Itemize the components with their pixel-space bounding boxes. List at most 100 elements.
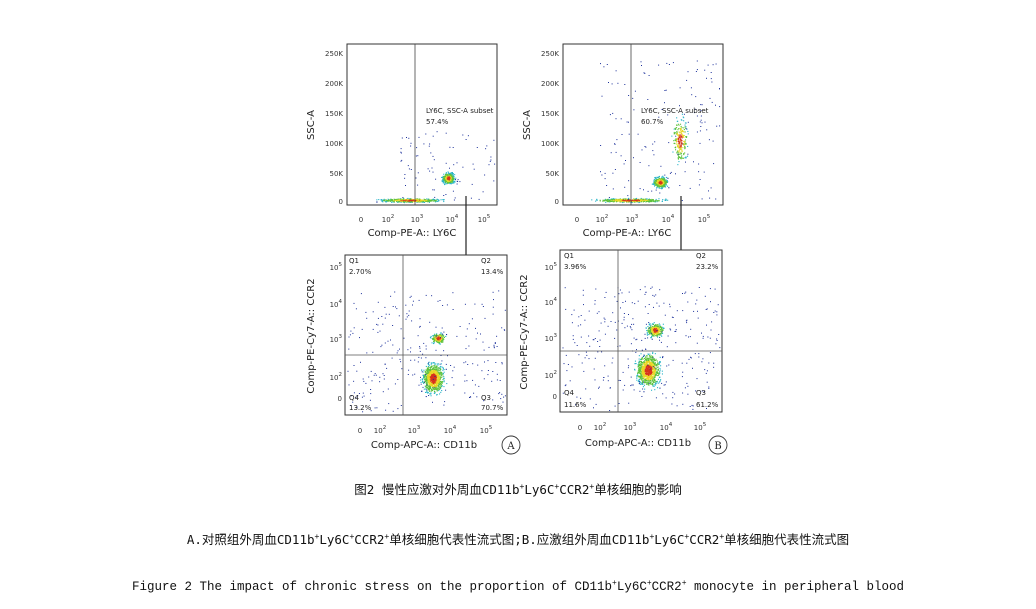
scatter-dot — [432, 339, 434, 341]
scatter-dot — [406, 313, 408, 315]
scatter-dot — [654, 325, 656, 327]
scatter-dot — [441, 360, 443, 362]
scatter-dot — [662, 332, 664, 334]
scatter-dot — [619, 200, 621, 202]
scatter-dot — [427, 372, 429, 374]
scatter-dot — [652, 359, 654, 361]
scatter-dot — [650, 380, 652, 382]
scatter-dot — [437, 334, 439, 336]
scatter-dot — [613, 199, 615, 201]
scatter-dot — [648, 333, 650, 335]
scatter-dot — [427, 378, 429, 380]
scatter-dot — [600, 171, 601, 173]
scatter-dot — [441, 366, 443, 368]
scatter-dot — [401, 368, 403, 370]
scatter-dot — [430, 362, 432, 364]
scatter-dot — [408, 199, 410, 201]
scatter-dot — [419, 346, 421, 348]
scatter-dot — [418, 356, 420, 358]
scatter-dot — [353, 365, 355, 366]
scatter-dot — [659, 369, 661, 371]
scatter-dot — [640, 370, 642, 372]
scatter-dot — [643, 376, 645, 378]
scatter-dot — [643, 361, 645, 363]
scatter-dot — [659, 185, 661, 187]
scatter-dot — [645, 383, 647, 385]
scatter-dot — [640, 61, 642, 63]
scatter-dot — [426, 387, 428, 389]
scatter-dot — [429, 372, 431, 374]
scatter-dot — [493, 344, 495, 346]
scatter-dot — [453, 384, 455, 386]
scatter-dot — [447, 176, 449, 178]
scatter-dot — [402, 201, 404, 203]
scatter-dot — [440, 372, 442, 374]
scatter-dot — [653, 368, 655, 370]
scatter-dot — [393, 200, 395, 202]
scatter-dot — [648, 382, 650, 384]
scatter-dot — [453, 178, 455, 180]
scatter-dot — [465, 348, 467, 350]
scatter-dot — [660, 187, 662, 189]
scatter-dot — [436, 385, 438, 387]
y-tick: 104 — [330, 299, 343, 309]
scatter-dot — [456, 183, 458, 185]
scatter-dot — [434, 337, 436, 339]
scatter-dot — [441, 334, 443, 336]
scatter-dot — [634, 198, 636, 200]
scatter-dot — [647, 376, 649, 378]
scatter-dot — [434, 383, 436, 385]
scatter-dot — [405, 185, 406, 186]
scatter-dot — [443, 369, 445, 371]
scatter-dot — [418, 136, 420, 138]
scatter-dot — [655, 327, 657, 329]
scatter-dot — [487, 374, 489, 376]
scatter-dot — [652, 331, 654, 333]
scatter-dot — [638, 376, 640, 378]
scatter-dot — [658, 186, 660, 188]
scatter-dot — [655, 364, 657, 366]
scatter-dot — [443, 173, 445, 175]
scatter-dot — [416, 198, 418, 200]
scatter-dot — [411, 320, 413, 322]
scatter-dot — [653, 372, 655, 374]
scatter-dot — [659, 330, 661, 332]
scatter-dot — [607, 200, 609, 202]
x-tick: 105 — [478, 214, 491, 224]
scatter-dot — [445, 172, 447, 174]
scatter-dot — [383, 200, 385, 202]
scatter-dot — [652, 385, 654, 387]
scatter-dot — [646, 365, 648, 367]
scatter-dot — [423, 382, 425, 384]
scatter-dot — [437, 200, 439, 202]
scatter-dot — [438, 372, 440, 374]
scatter-dot — [665, 199, 667, 201]
scatter-dot — [431, 382, 433, 384]
scatter-dot — [660, 178, 662, 180]
scatter-dot — [381, 199, 383, 201]
scatter-dots — [562, 286, 721, 411]
scatter-dot — [650, 371, 652, 373]
scatter-dot — [646, 362, 648, 364]
scatter-dot — [426, 199, 428, 201]
scatter-dot — [437, 382, 439, 384]
scatter-dot — [685, 142, 687, 144]
scatter-dot — [451, 174, 453, 176]
scatter-dot — [385, 201, 387, 203]
scatter-dot — [440, 199, 442, 201]
scatter-dot — [381, 344, 383, 346]
scatter-dot — [432, 375, 434, 377]
scatter-dot — [661, 370, 663, 372]
scatter-dot — [654, 335, 656, 337]
scatter-dot — [682, 116, 684, 118]
scatter-dot — [444, 179, 446, 181]
scatter-dot — [674, 132, 676, 134]
scatter-dot — [648, 381, 650, 383]
scatter-dot — [439, 371, 441, 373]
scatter-dot — [430, 379, 432, 381]
scatter-dot — [357, 395, 359, 397]
scatter-dot — [647, 326, 649, 328]
scatter-dot — [649, 331, 651, 333]
scatter-dot — [642, 372, 644, 374]
scatter-dot — [651, 333, 653, 335]
